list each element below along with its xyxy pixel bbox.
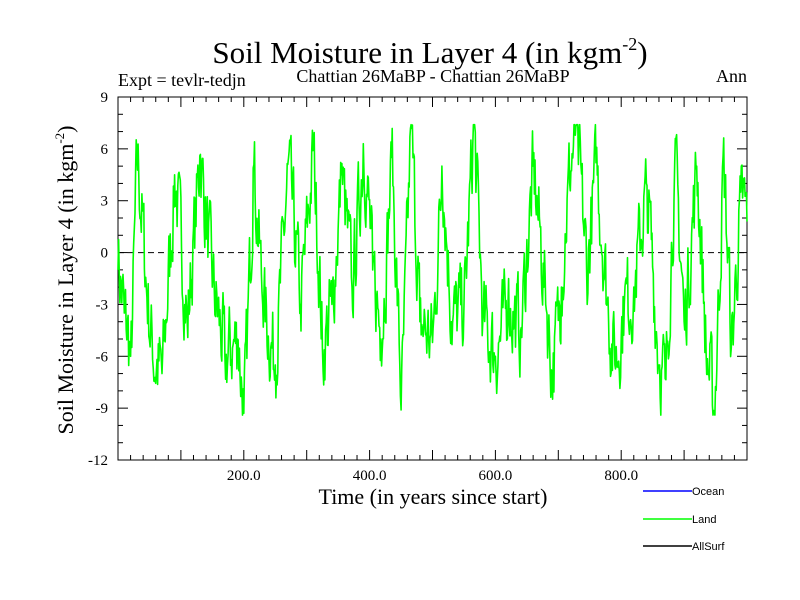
y-axis-label: Soil Moisture in Layer 4 (in kgm-2) (52, 125, 78, 434)
legend-label-allsurf: AllSurf (692, 541, 725, 553)
y-tick-label: 6 (101, 142, 109, 158)
x-tick-label: 200.0 (227, 468, 261, 484)
x-tick-label: 600.0 (479, 468, 513, 484)
y-tick-label: -6 (96, 349, 109, 365)
y-tick-label: 0 (101, 246, 109, 262)
y-tick-label: -9 (96, 401, 109, 417)
legend-label-ocean: Ocean (692, 486, 724, 498)
x-axis: 200.0 400.0 600.0 800.0 (130, 97, 735, 484)
chart-title-superscript: -2 (622, 34, 637, 54)
y-tick-label: -3 (96, 297, 109, 313)
y-axis-label-superscript: -2 (52, 133, 67, 144)
x-tick-label: 400.0 (353, 468, 387, 484)
y-tick-label: 3 (101, 194, 109, 210)
y-tick-label: -12 (88, 453, 108, 469)
legend: Ocean Land AllSurf (643, 486, 725, 553)
x-axis-label: Time (in years since start) (319, 484, 548, 509)
legend-label-land: Land (692, 514, 716, 526)
y-tick-label: 9 (101, 90, 109, 106)
x-tick-label: 800.0 (604, 468, 638, 484)
season-label: Ann (716, 66, 747, 86)
chart-subtitle: Chattian 26MaBP - Chattian 26MaBP (296, 66, 569, 86)
experiment-label: Expt = tevlr-tedjn (118, 70, 246, 90)
chart-title: Soil Moisture in Layer 4 (in kgm-2) (212, 34, 647, 70)
series-line-land (117, 123, 748, 416)
